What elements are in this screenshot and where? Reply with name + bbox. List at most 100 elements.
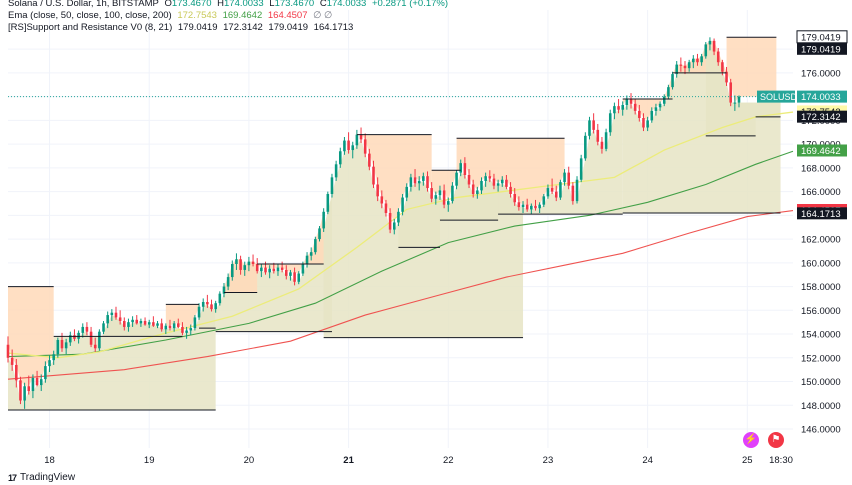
candle <box>376 177 379 202</box>
price-change: +0.2871 (+0.17%) <box>371 0 449 9</box>
legend-sr-line[interactable]: [RS]Support and Resistance V0 (8, 21) 17… <box>8 22 356 34</box>
candle <box>471 179 475 198</box>
candle-body <box>621 104 624 110</box>
ema200-line <box>7 210 794 380</box>
candle <box>397 208 400 227</box>
support-zone <box>498 109 623 215</box>
x-tick-label: 24 <box>642 455 653 466</box>
ohlc-high: H174.0033 <box>217 0 264 9</box>
candle <box>89 326 93 348</box>
candle-body <box>405 186 409 198</box>
candle <box>513 188 517 206</box>
candle <box>716 47 720 66</box>
candle-body <box>235 259 238 265</box>
candle <box>683 61 687 75</box>
candle <box>172 320 176 332</box>
candle <box>517 196 521 211</box>
candle-body <box>284 269 288 276</box>
candle-body <box>604 132 608 149</box>
price-axis[interactable]: 146.0000 148.0000 150.0000 152.0000 154.0000… <box>801 45 841 436</box>
candle-body <box>214 303 217 310</box>
candle <box>554 185 558 202</box>
candle <box>193 315 197 331</box>
candle-body <box>210 304 213 310</box>
y-tick-label: 150.0000 <box>801 377 841 388</box>
candle-body <box>384 203 388 213</box>
y-tick-label: 152.0000 <box>801 353 841 364</box>
x-tick-label: 22 <box>443 455 454 466</box>
high-label: H <box>217 0 224 9</box>
candle <box>405 183 409 202</box>
candle-body <box>73 335 76 339</box>
candle-body <box>318 228 321 240</box>
candle-body <box>23 386 26 401</box>
y-tick-label: 158.0000 <box>801 282 841 293</box>
candle <box>534 199 537 211</box>
tradingview-logo[interactable]: 17 TradingView <box>8 472 75 483</box>
candle <box>351 141 355 159</box>
time-axis[interactable]: 18 19 20 21 22 23 24 25 18:30 <box>44 455 793 466</box>
candle <box>201 298 205 312</box>
candle-body <box>579 158 583 180</box>
candle-body <box>388 212 392 230</box>
candle-body <box>525 204 529 210</box>
candle-body <box>542 196 546 205</box>
candle-body <box>347 140 350 151</box>
candle <box>542 193 546 208</box>
legend-ema-line[interactable]: Ema (close, 50, close, 100, close, 200) … <box>8 10 335 22</box>
candle-body <box>355 134 359 146</box>
candle <box>384 199 388 217</box>
candle-body <box>243 265 247 270</box>
candle <box>19 376 22 405</box>
candle-body <box>293 272 296 282</box>
candle-body <box>513 193 517 203</box>
candle-body <box>69 335 72 343</box>
candle-body <box>39 379 43 386</box>
candle-body <box>554 191 558 198</box>
candle-body <box>571 185 575 202</box>
candle <box>139 318 143 327</box>
candle <box>10 349 14 371</box>
candle <box>446 197 450 212</box>
candle <box>584 132 587 161</box>
candle <box>81 323 85 338</box>
support-resistance-lines <box>8 36 781 411</box>
candle <box>330 173 334 198</box>
candle <box>463 157 467 179</box>
low-label: L <box>269 0 275 9</box>
candle <box>93 337 97 352</box>
candle <box>48 355 51 373</box>
candle-body <box>563 172 566 183</box>
candle-body <box>588 120 591 136</box>
candle-body <box>654 107 658 111</box>
candle-body <box>708 40 712 45</box>
candle <box>31 374 35 399</box>
candle <box>338 147 342 168</box>
candle <box>380 190 384 209</box>
candle <box>56 337 60 358</box>
candle-body <box>338 151 342 165</box>
support-zone <box>215 193 332 332</box>
candle-body <box>368 153 371 167</box>
candle-body <box>550 188 554 192</box>
y-tick-label: 146.0000 <box>801 425 841 436</box>
lightning-icon[interactable]: ⚡ <box>743 432 759 448</box>
candle <box>110 309 114 321</box>
candle-body <box>64 342 68 349</box>
candle-body <box>93 344 97 349</box>
candle-body <box>77 332 80 339</box>
candle-body <box>704 44 708 57</box>
price-tag-bg <box>797 207 847 220</box>
candle-body <box>426 176 429 189</box>
candle-body <box>692 58 695 63</box>
candle-body <box>451 185 454 202</box>
sr-value-4: 164.1713 <box>313 22 354 33</box>
candle <box>525 198 529 212</box>
candle <box>725 66 728 86</box>
candle <box>654 103 658 116</box>
candle <box>426 171 429 192</box>
flag-icon[interactable]: ⚑ <box>768 432 784 448</box>
candle <box>156 320 159 329</box>
candle <box>218 291 222 306</box>
